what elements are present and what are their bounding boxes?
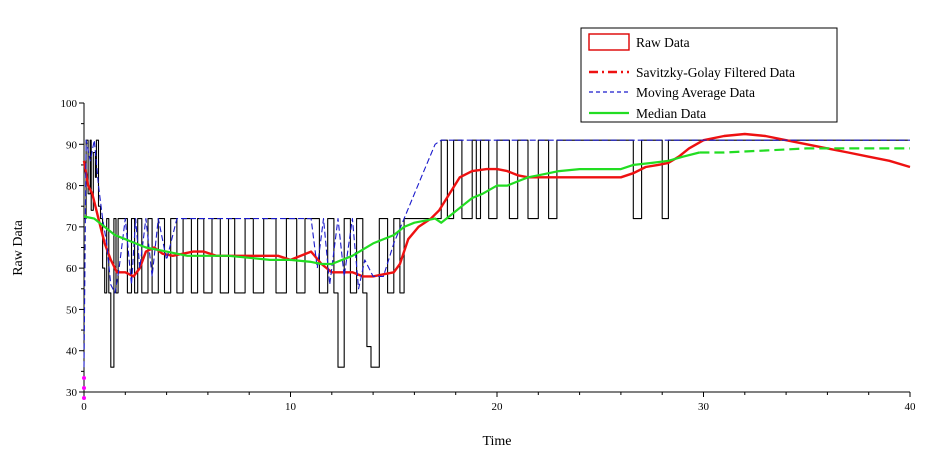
y-tick-label: 60 <box>66 263 78 275</box>
legend-box <box>580 27 838 123</box>
x-tick-label: 10 <box>285 401 297 413</box>
y-tick-label: 40 <box>66 346 78 358</box>
series-line-moving-average-data <box>83 139 910 368</box>
x-axis-title: Time <box>482 434 511 449</box>
y-axis-title: Raw Data <box>11 219 26 275</box>
legend-label-median: Median Data <box>636 106 706 121</box>
x-tick-label: 0 <box>81 401 87 413</box>
origin-marker <box>82 396 86 400</box>
legend-label-savitzky-golay: Savitzky-Golay Filtered Data <box>636 65 795 80</box>
origin-marker <box>82 376 86 380</box>
legend-swatch-raw-data <box>588 33 630 51</box>
origin-markers <box>82 376 86 400</box>
x-tick-label: 40 <box>905 401 917 413</box>
y-tick-label: 100 <box>61 98 78 110</box>
series-line-savitzky-golay-filtered-data <box>82 132 911 278</box>
legend-label-moving-average: Moving Average Data <box>636 85 755 100</box>
origin-marker <box>82 386 86 390</box>
legend: Raw Data Savitzky-Golay Filtered Data Mo… <box>580 27 838 123</box>
legend-label-raw-data: Raw Data <box>636 35 690 50</box>
y-tick-label: 90 <box>66 139 78 151</box>
y-ticks: 30 40 50 60 70 80 90 100 <box>61 98 84 399</box>
y-tick-label: 30 <box>66 387 78 399</box>
series-line-median-data-dashed <box>699 147 910 154</box>
y-tick-label: 80 <box>66 181 78 193</box>
axes: 0 10 20 30 40 30 40 50 60 70 80 90 100 <box>61 98 917 413</box>
y-tick-label: 50 <box>66 304 78 316</box>
series-layer <box>82 132 911 368</box>
y-tick-label: 70 <box>66 222 78 234</box>
x-tick-label: 30 <box>698 401 710 413</box>
x-tick-label: 20 <box>492 401 504 413</box>
series-line-median-data <box>83 151 700 266</box>
x-ticks: 0 10 20 30 40 <box>81 392 916 413</box>
